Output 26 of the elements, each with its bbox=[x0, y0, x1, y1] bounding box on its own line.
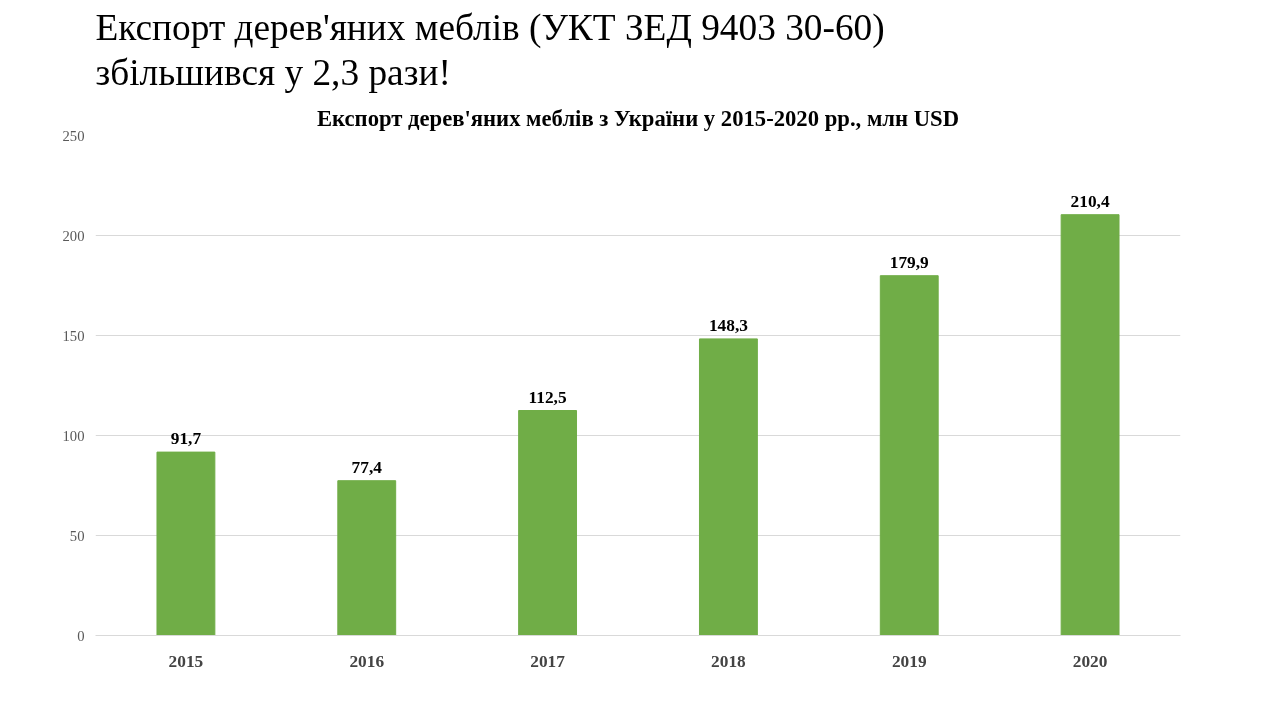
data-label: 91,7 bbox=[170, 429, 202, 449]
bar bbox=[156, 451, 216, 636]
bar bbox=[698, 338, 758, 636]
x-tick-label: 2016 bbox=[349, 651, 385, 671]
data-label: 210,4 bbox=[1070, 191, 1110, 211]
y-tick-label: 250 bbox=[62, 127, 85, 144]
y-tick-label: 0 bbox=[77, 627, 85, 644]
bar bbox=[879, 275, 939, 636]
chart-title: Експорт дерев'яних меблів (УКТ ЗЕД 9403 30-60) збільшився у 2,3 рази! bbox=[95, 7, 885, 94]
y-tick-label: 150 bbox=[62, 327, 85, 344]
x-tick-label: 2017 bbox=[530, 651, 566, 671]
x-tick-label: 2019 bbox=[891, 651, 927, 671]
x-tick-label: 2015 bbox=[168, 651, 204, 671]
y-tick-label: 200 bbox=[62, 227, 85, 244]
chart-subtitle: Експорт дерев'яних меблів з України у 2015-2020 рр., млн USD bbox=[316, 105, 960, 131]
x-tick-label: 2018 bbox=[711, 651, 747, 671]
bar bbox=[337, 480, 397, 636]
y-tick-label: 100 bbox=[62, 427, 85, 444]
data-label: 179,9 bbox=[889, 252, 930, 272]
data-label: 112,5 bbox=[528, 387, 567, 407]
bar bbox=[518, 410, 578, 636]
data-label: 77,4 bbox=[351, 457, 383, 477]
y-tick-label: 50 bbox=[69, 527, 85, 544]
data-label: 148,3 bbox=[708, 315, 749, 335]
bar bbox=[1060, 214, 1120, 636]
x-tick-label: 2020 bbox=[1072, 651, 1108, 671]
